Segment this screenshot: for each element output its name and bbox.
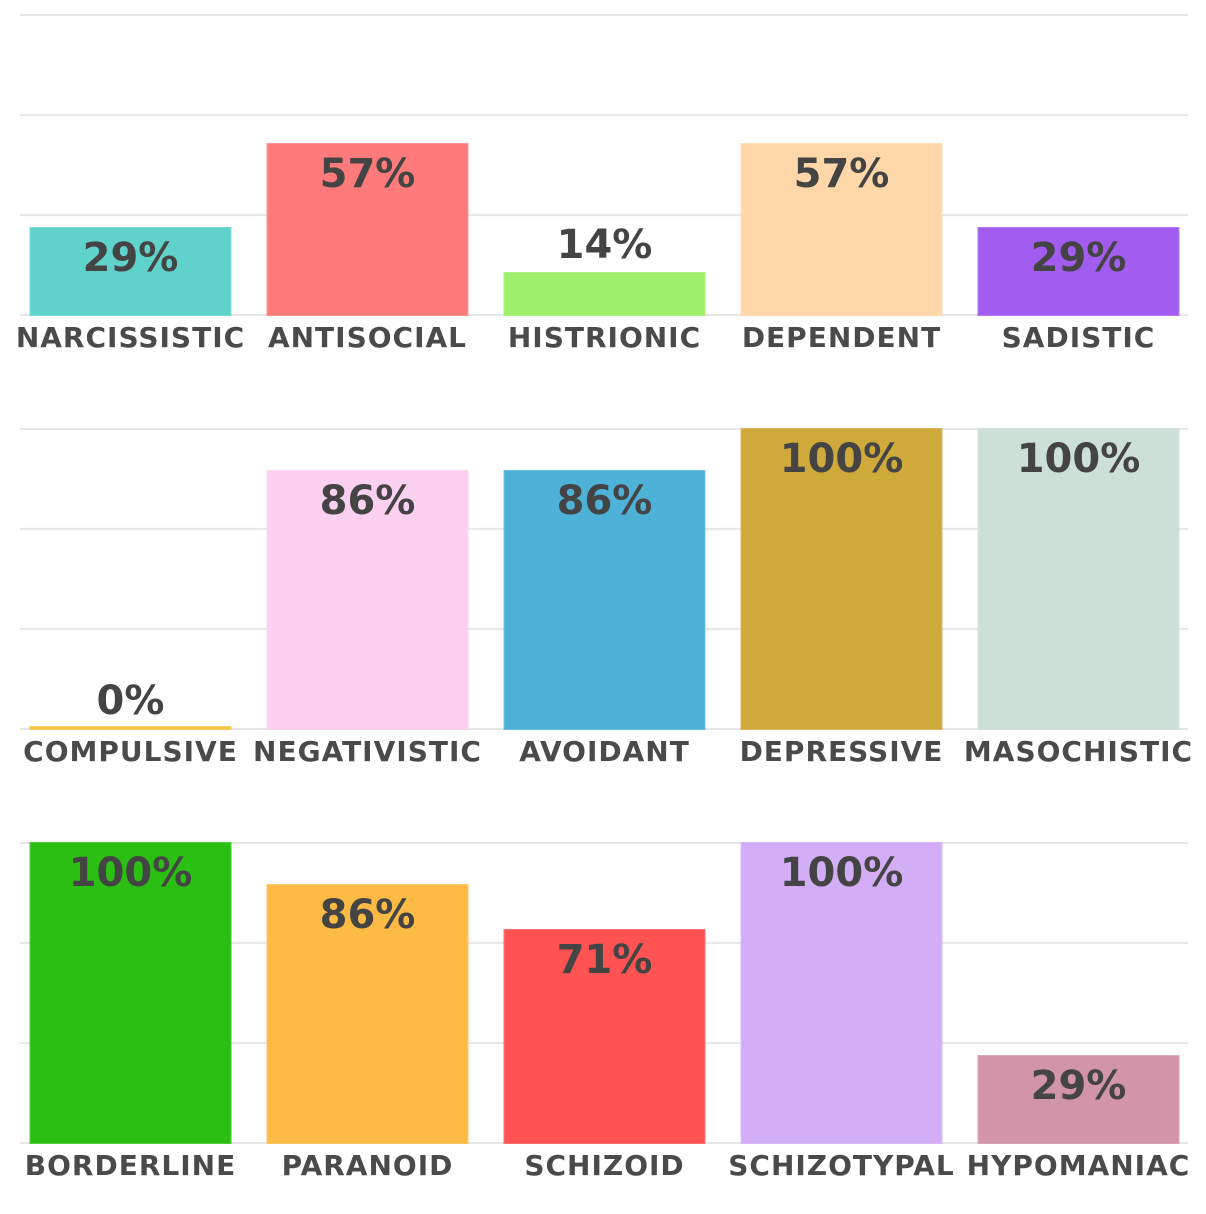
category-label: COMPULSIVE (23, 735, 238, 768)
value-label: 100% (780, 850, 904, 896)
bar (977, 227, 1180, 316)
bar (266, 470, 469, 730)
category-label: ANTISOCIAL (268, 321, 467, 354)
category-label: HISTRIONIC (508, 321, 701, 354)
value-label: 100% (780, 436, 904, 482)
value-label: 100% (69, 850, 193, 896)
value-label: 86% (557, 478, 653, 524)
category-label: SCHIZOTYPAL (728, 1149, 955, 1182)
category-label: HYPOMANIAC (967, 1149, 1191, 1182)
value-label: 29% (1031, 1063, 1127, 1109)
category-label: DEPENDENT (742, 321, 941, 354)
value-label: 100% (1017, 436, 1141, 482)
category-label: SADISTIC (1002, 321, 1156, 354)
bar (503, 929, 706, 1144)
value-label: 29% (1031, 235, 1127, 281)
category-label: NEGATIVISTIC (253, 735, 482, 768)
bar (977, 428, 1180, 730)
bar (503, 272, 706, 316)
bar (977, 1055, 1180, 1144)
category-label: PARANOID (282, 1149, 454, 1182)
value-label: 86% (320, 892, 416, 938)
value-label: 29% (83, 235, 179, 281)
value-label: 57% (794, 151, 890, 197)
value-label: 71% (557, 937, 653, 983)
category-label: AVOIDANT (519, 735, 690, 768)
bar (740, 842, 943, 1144)
value-label: 0% (97, 678, 165, 724)
category-label: NARCISSISTIC (16, 321, 245, 354)
value-label: 86% (320, 478, 416, 524)
category-label: MASOCHISTIC (964, 735, 1193, 768)
bar (740, 143, 943, 316)
category-label: DEPRESSIVE (740, 735, 944, 768)
bar (29, 726, 232, 730)
bar (29, 227, 232, 316)
bar (266, 143, 469, 316)
bar (29, 842, 232, 1144)
bar (503, 470, 706, 730)
category-label: SCHIZOID (524, 1149, 684, 1182)
category-label: BORDERLINE (25, 1149, 236, 1182)
value-label: 57% (320, 151, 416, 197)
bar (740, 428, 943, 730)
value-label: 14% (557, 222, 653, 268)
bar (266, 884, 469, 1144)
